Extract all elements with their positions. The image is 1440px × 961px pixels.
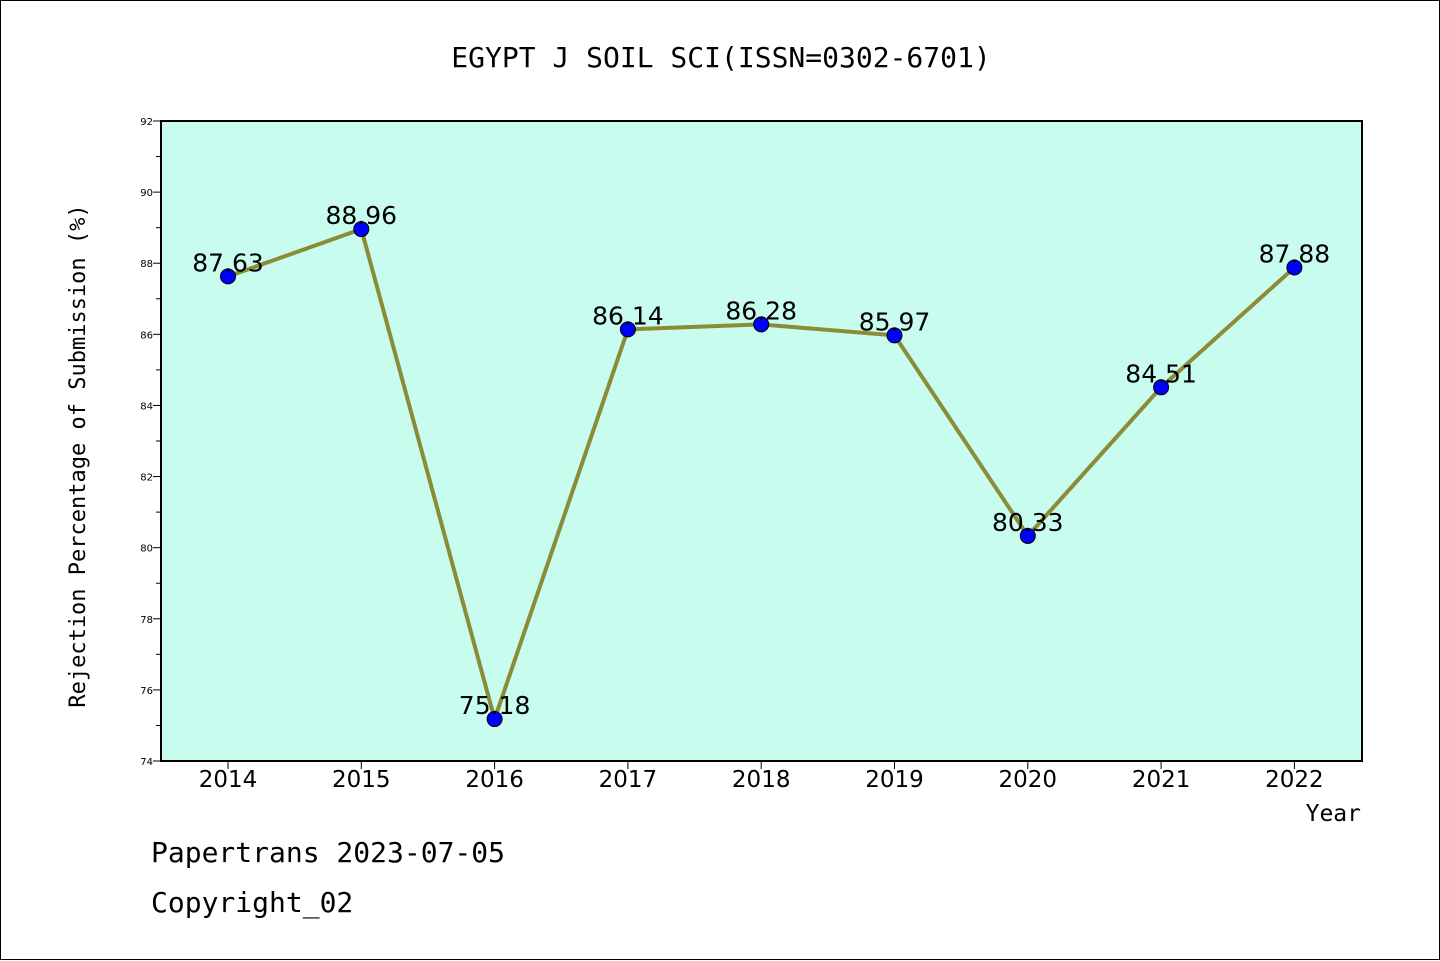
y-tick-label: 78 — [140, 615, 153, 626]
data-point — [886, 327, 903, 344]
y-tick-label: 76 — [140, 686, 153, 697]
data-label: 86.14 — [592, 301, 664, 330]
x-tick-label: 2021 — [1132, 767, 1191, 793]
y-axis: 74 76 78 80 82 84 86 88 90 92 — [140, 117, 161, 768]
data-point — [1286, 259, 1303, 276]
x-tick-label: 2018 — [732, 767, 791, 793]
data-point — [220, 268, 236, 285]
data-label: 87.88 — [1259, 239, 1331, 268]
x-axis-label: Year — [1306, 801, 1361, 827]
y-tick-label: 92 — [140, 117, 153, 128]
y-tick-label: 90 — [140, 188, 153, 199]
y-tick-label: 88 — [140, 259, 153, 270]
data-label: 87.63 — [192, 248, 264, 277]
y-tick-label: 74 — [140, 757, 153, 768]
data-label: 88.96 — [326, 201, 398, 230]
data-point — [753, 316, 770, 333]
series-markers — [220, 221, 1303, 728]
y-tick-label: 80 — [140, 544, 153, 555]
x-tick-label: 2017 — [599, 767, 658, 793]
data-label: 84.51 — [1125, 359, 1197, 388]
y-tick-label: 84 — [140, 401, 153, 412]
chart-title: EGYPT J SOIL SCI(ISSN=0302-6701) — [451, 41, 990, 74]
data-labels: 87.63 88.96 75.18 86.14 86.28 85.97 80.33 84.51… — [192, 201, 1330, 720]
x-tick-label: 2022 — [1265, 767, 1324, 793]
data-point — [353, 221, 370, 238]
footer-copyright: Copyright_02 — [151, 886, 354, 919]
x-tick-label: 2019 — [865, 767, 924, 793]
x-tick-label: 2015 — [332, 767, 391, 793]
footer-date: Papertrans 2023-07-05 — [151, 836, 506, 869]
x-tick-label: 2014 — [199, 767, 258, 793]
x-tick-label: 2020 — [999, 767, 1058, 793]
y-tick-label: 82 — [140, 473, 153, 484]
x-tick-label: 2016 — [465, 767, 524, 793]
data-point — [1019, 527, 1036, 544]
data-point — [486, 711, 503, 728]
y-tick-label: 86 — [140, 330, 153, 341]
data-label: 80.33 — [992, 508, 1064, 537]
data-label: 86.28 — [725, 296, 797, 325]
data-label: 85.97 — [859, 307, 931, 336]
data-label: 75.18 — [459, 691, 531, 720]
data-point — [619, 321, 636, 338]
y-axis-label: Rejection Percentage of Submission (%) — [66, 204, 91, 707]
data-point — [1153, 379, 1170, 396]
x-axis: 2014 2015 2016 2017 2018 2019 2020 2021 2022 — [199, 761, 1324, 793]
